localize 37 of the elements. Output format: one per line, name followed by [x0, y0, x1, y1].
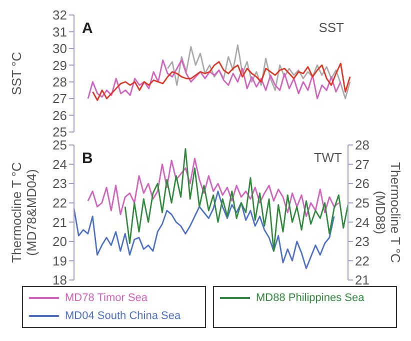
y-tick-label: 24 [52, 156, 67, 172]
y2-tick-label: 21 [355, 272, 370, 288]
legend-label: MD88 Philippines Sea [256, 292, 364, 304]
annotation: SST [318, 20, 344, 35]
legend-label: MD78 Timor Sea [65, 292, 148, 304]
y-tick-label: 25 [52, 138, 67, 153]
y-tick-label: 26 [52, 108, 67, 123]
y2-tick-label: 27 [355, 156, 370, 172]
y2-tick-label: 28 [355, 138, 370, 153]
y-tick-label: 30 [52, 41, 67, 56]
y2-tick-label: 24 [355, 214, 370, 230]
legend-label: MD04 South China Sea [65, 310, 181, 322]
y-tick-label: 22 [52, 195, 67, 210]
y-tick-label: 23 [52, 176, 67, 192]
y2-axis-title: Thermocline T °C (MD88) [373, 162, 403, 263]
line-series [73, 190, 335, 270]
y-tick-label: 21 [52, 214, 67, 230]
y-axis-title: Thermocline T °C (MD78&MD04) [9, 162, 39, 263]
line-series [124, 148, 349, 252]
annotation: A [82, 20, 93, 37]
y2-tick-label: 22 [355, 253, 370, 268]
y-tick-label: 19 [52, 253, 67, 268]
y2-tick-label: 25 [355, 195, 370, 210]
y-tick-label: 18 [52, 272, 67, 288]
y-tick-label: 25 [52, 124, 67, 140]
y-tick-label: 20 [52, 234, 67, 250]
line-series [166, 44, 351, 100]
y-tick-label: 32 [52, 8, 67, 23]
y-tick-label: 27 [52, 91, 67, 106]
annotation: B [82, 150, 93, 167]
y-tick-label: 28 [52, 74, 67, 90]
y2-tick-label: 26 [355, 176, 370, 192]
y-tick-label: 31 [52, 24, 67, 40]
y-tick-label: 29 [52, 58, 67, 73]
annotation: TWT [312, 150, 342, 165]
y2-tick-label: 23 [355, 234, 370, 250]
y-axis-title: SST °C [9, 52, 24, 96]
